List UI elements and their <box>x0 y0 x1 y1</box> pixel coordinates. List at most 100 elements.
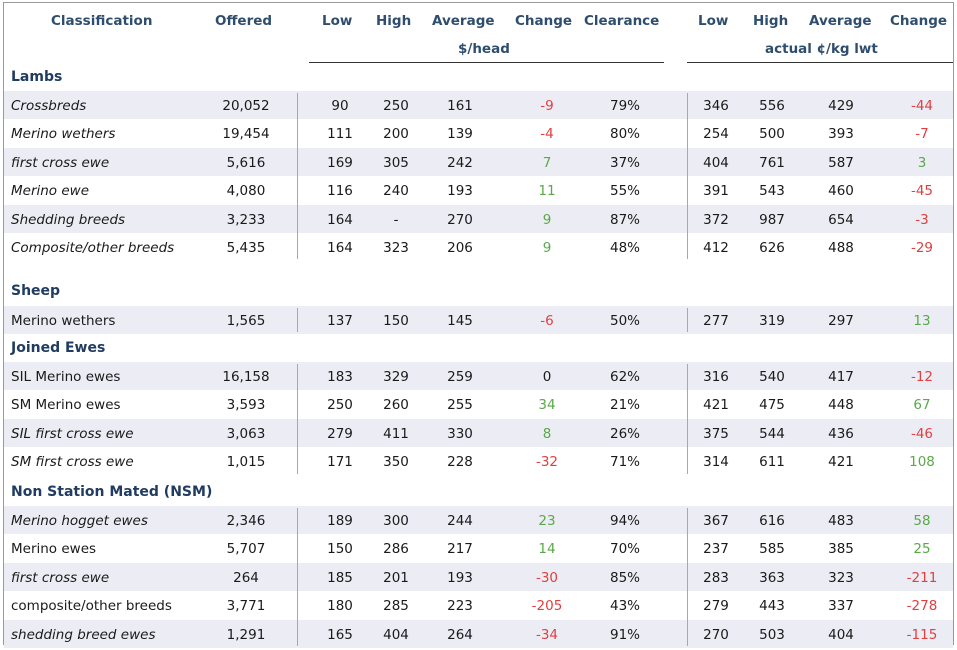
cell-kg-high: 761 <box>759 154 785 171</box>
cell-clearance: 70% <box>609 541 640 558</box>
cell-clearance: 94% <box>609 513 640 529</box>
separator-kg <box>687 308 688 332</box>
cell-low: 183 <box>327 369 353 385</box>
cell-change: 34 <box>538 397 556 414</box>
cell-clearance: 26% <box>609 425 640 442</box>
cell-kg-low: 375 <box>703 425 729 442</box>
cell-offered: 5,616 <box>226 154 266 171</box>
cell-change: -32 <box>535 454 559 471</box>
cell-low: 250 <box>327 397 353 414</box>
unit-per-kg: actual ¢/kg lwt <box>765 41 878 57</box>
header-classification: Classification <box>51 13 153 29</box>
cell-kg-low: 237 <box>703 541 729 558</box>
separator-kg <box>687 364 688 474</box>
header-change-kg: Change <box>890 13 948 29</box>
cell-change: 8 <box>542 425 552 442</box>
cell-kg-high: 556 <box>759 98 785 114</box>
cell-kg-change: -46 <box>910 425 934 442</box>
cell-low: 164 <box>327 240 353 256</box>
header-average-kg: Average <box>809 13 872 29</box>
cell-high: 201 <box>383 569 409 586</box>
cell-kg-avg: 417 <box>828 369 854 385</box>
row-classification: Merino ewes <box>11 541 97 558</box>
cell-low: 169 <box>327 154 353 171</box>
cell-kg-avg: 337 <box>828 598 854 615</box>
cell-high: 286 <box>383 541 409 558</box>
row-classification: Crossbreds <box>11 98 87 114</box>
cell-kg-high: 544 <box>759 425 785 442</box>
cell-change: 14 <box>538 541 556 558</box>
cell-high: 150 <box>383 313 409 329</box>
sheep-market-table: Classification Offered Low High Average … <box>3 2 954 648</box>
cell-kg-change: -44 <box>910 98 934 114</box>
unit-per-head: $/head <box>458 41 510 57</box>
cell-kg-change: -45 <box>910 183 934 200</box>
cell-kg-avg: 421 <box>828 454 854 471</box>
section-title: Non Station Mated (NSM) <box>11 484 213 500</box>
cell-kg-change: -3 <box>915 211 929 228</box>
cell-avg: 139 <box>447 126 473 143</box>
cell-kg-avg: 448 <box>828 397 854 414</box>
cell-kg-change: 58 <box>913 513 931 529</box>
table-row: Merino wethers 1,565 137 150 145 -6 50% 277 319 2… <box>4 306 953 334</box>
cell-kg-low: 372 <box>703 211 729 228</box>
row-classification: Composite/other breeds <box>11 240 175 256</box>
cell-offered: 3,233 <box>226 211 266 228</box>
separator-offered <box>297 93 298 260</box>
cell-low: 150 <box>327 541 353 558</box>
cell-change: -205 <box>531 598 563 615</box>
cell-clearance: 43% <box>609 598 640 615</box>
header-high-kg: High <box>753 13 789 29</box>
cell-kg-avg: 436 <box>828 425 854 442</box>
row-classification: first cross ewe <box>11 154 110 171</box>
header-low: Low <box>322 13 353 29</box>
cell-kg-low: 314 <box>703 454 729 471</box>
header-low-kg: Low <box>698 13 729 29</box>
table-row: Shedding breeds 3,233 164 - 270 9 87% 372 987 654… <box>4 204 953 233</box>
cell-change: 9 <box>542 240 552 256</box>
cell-high: 323 <box>383 240 409 256</box>
cell-offered: 19,454 <box>222 126 270 143</box>
separator-offered <box>297 508 298 646</box>
row-classification: SIL Merino ewes <box>11 369 121 385</box>
cell-kg-low: 254 <box>703 126 729 143</box>
cell-kg-avg: 654 <box>828 211 854 228</box>
separator-kg <box>687 508 688 646</box>
cell-kg-high: 585 <box>759 541 785 558</box>
cell-clearance: 55% <box>609 183 640 200</box>
cell-kg-avg: 483 <box>828 513 854 529</box>
cell-low: 90 <box>331 98 349 114</box>
cell-clearance: 71% <box>609 454 640 471</box>
cell-kg-avg: 393 <box>828 126 854 143</box>
cell-offered: 4,080 <box>226 183 266 200</box>
cell-kg-low: 316 <box>703 369 729 385</box>
cell-kg-low: 421 <box>703 397 729 414</box>
cell-kg-change: 67 <box>913 397 931 414</box>
cell-kg-high: 616 <box>759 513 785 529</box>
cell-kg-change: -278 <box>906 598 938 615</box>
cell-avg: 193 <box>447 569 473 586</box>
row-classification: Merino wethers <box>11 126 116 143</box>
cell-low: 165 <box>327 626 353 643</box>
cell-avg: 259 <box>447 369 473 385</box>
header-clearance: Clearance <box>584 13 660 29</box>
cell-avg: 270 <box>447 211 473 228</box>
cell-kg-avg: 488 <box>828 240 854 256</box>
row-classification: Merino ewe <box>11 183 90 200</box>
cell-low: 164 <box>327 211 353 228</box>
cell-kg-low: 391 <box>703 183 729 200</box>
cell-kg-high: 540 <box>759 369 785 385</box>
cell-change: -30 <box>535 569 559 586</box>
cell-avg: 242 <box>447 154 473 171</box>
cell-change: 0 <box>542 369 552 385</box>
cell-clearance: 79% <box>609 98 640 114</box>
cell-high: 350 <box>383 454 409 471</box>
cell-kg-change: 13 <box>913 313 931 329</box>
cell-avg: 206 <box>447 240 473 256</box>
row-classification: Merino hogget ewes <box>11 513 148 529</box>
cell-kg-change: -12 <box>910 369 934 385</box>
table-row: SM Merino ewes 3,593 250 260 255 34 21% 421 475 4… <box>4 390 953 418</box>
cell-kg-low: 412 <box>703 240 729 256</box>
cell-clearance: 91% <box>609 626 640 643</box>
cell-low: 185 <box>327 569 353 586</box>
